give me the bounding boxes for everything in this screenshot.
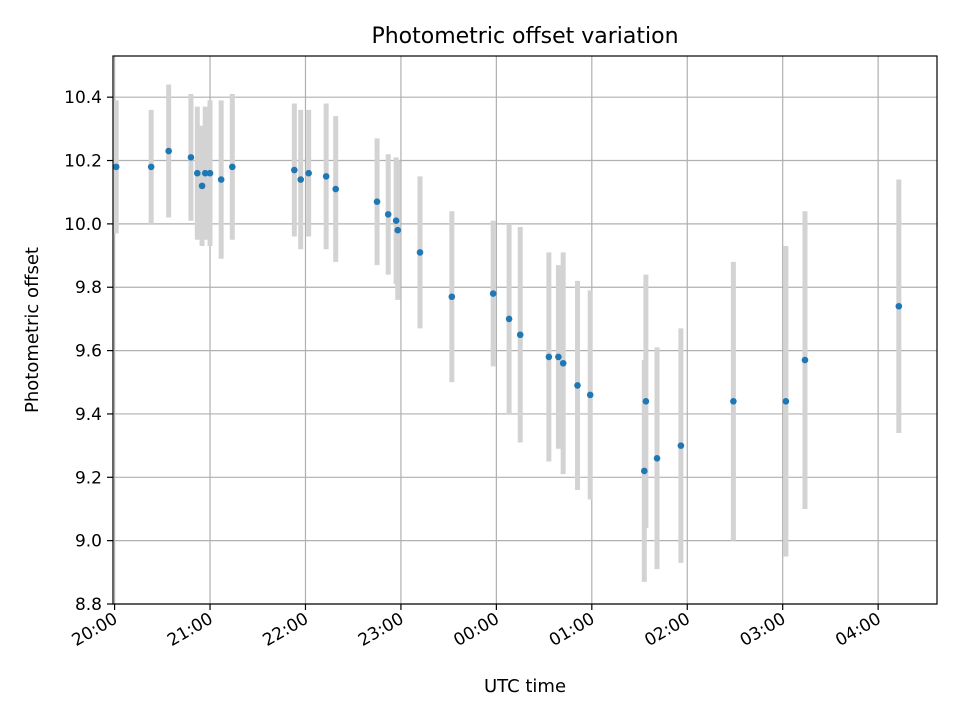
grid bbox=[113, 56, 937, 605]
data-point bbox=[201, 169, 209, 177]
data-point bbox=[194, 169, 201, 177]
data-point bbox=[730, 397, 737, 405]
data-point bbox=[198, 182, 206, 190]
data-point bbox=[559, 359, 567, 367]
data-point bbox=[291, 166, 298, 174]
data-point bbox=[147, 163, 155, 171]
y-tick-label: 8.8 bbox=[75, 595, 102, 615]
data-point bbox=[229, 163, 236, 171]
y-axis-ticks: 8.8 9.0 9.2 9.4 9.6 9.8 10.0 10.2 10.4 bbox=[64, 88, 113, 615]
y-tick-label: 9.0 bbox=[75, 532, 102, 552]
data-point bbox=[653, 454, 661, 462]
data-point bbox=[206, 169, 214, 177]
data-point bbox=[305, 169, 312, 177]
chart-title: Photometric offset variation bbox=[371, 24, 678, 49]
data-point bbox=[677, 442, 685, 449]
x-axis-label: UTC time bbox=[484, 676, 566, 697]
y-tick-label: 9.4 bbox=[75, 405, 102, 425]
data-point bbox=[586, 391, 594, 399]
data-point bbox=[642, 397, 650, 405]
data-point bbox=[394, 226, 402, 234]
y-tick-label: 9.8 bbox=[75, 278, 102, 298]
plot-frame bbox=[112, 55, 938, 605]
data-point bbox=[384, 211, 392, 218]
data-point bbox=[801, 356, 809, 364]
data-point bbox=[165, 147, 172, 155]
data-point bbox=[332, 185, 340, 193]
data-point bbox=[112, 163, 120, 171]
data-point bbox=[373, 198, 381, 206]
y-tick-label: 9.2 bbox=[75, 468, 102, 488]
data-point bbox=[895, 302, 903, 310]
y-tick-label: 10.0 bbox=[64, 215, 102, 235]
data-point bbox=[574, 382, 581, 389]
data-point bbox=[545, 353, 553, 361]
data-point bbox=[297, 176, 305, 183]
data-point bbox=[416, 249, 424, 256]
y-axis-label: Photometric offset bbox=[22, 247, 43, 413]
data-point bbox=[489, 290, 497, 297]
y-tick-label: 10.4 bbox=[64, 88, 102, 108]
data-point bbox=[516, 331, 524, 339]
y-tick-label: 9.6 bbox=[75, 342, 102, 362]
data-point bbox=[448, 293, 456, 301]
y-tick-label: 10.2 bbox=[64, 152, 102, 172]
data-point bbox=[505, 315, 513, 323]
data-points bbox=[112, 147, 903, 475]
data-point bbox=[641, 467, 648, 475]
data-point bbox=[322, 173, 330, 180]
data-point bbox=[217, 176, 225, 183]
data-point bbox=[782, 397, 790, 405]
data-point bbox=[555, 353, 562, 361]
data-point bbox=[392, 217, 400, 225]
data-point bbox=[187, 154, 195, 161]
